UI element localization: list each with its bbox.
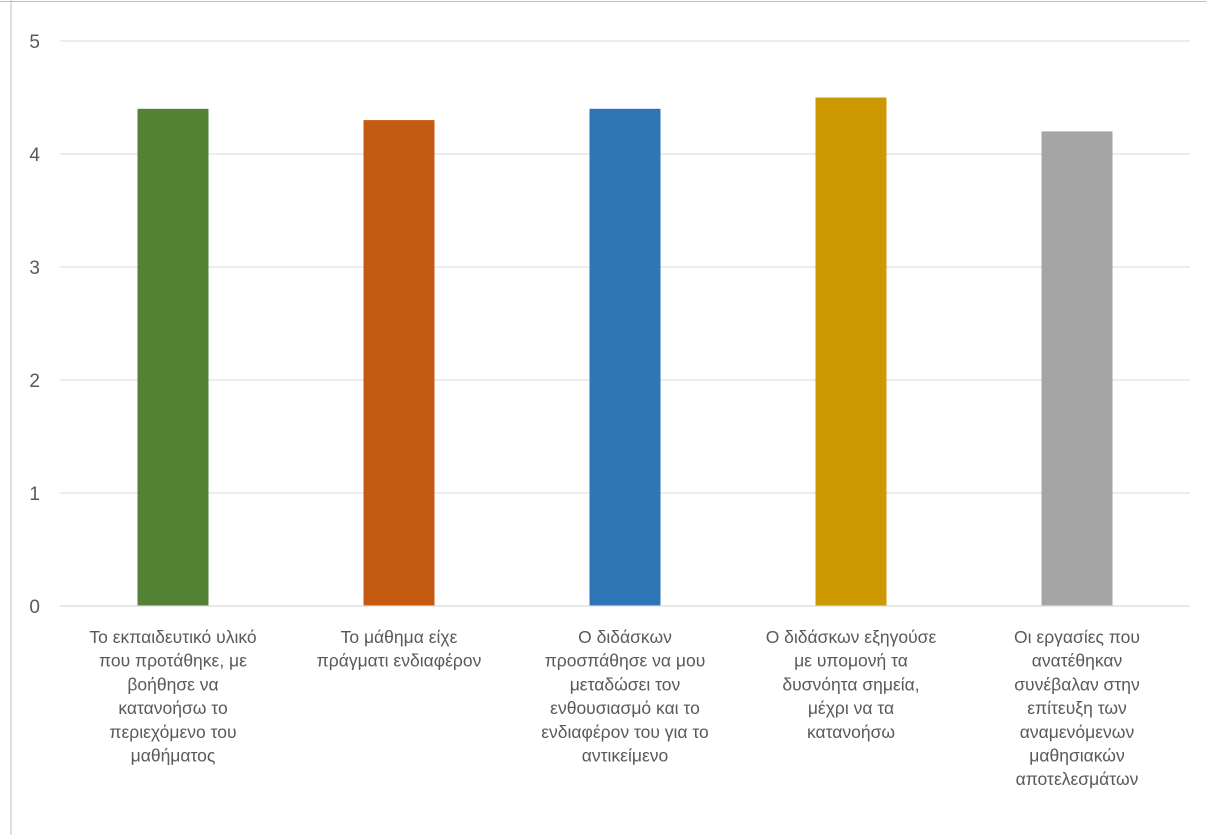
x-category-label: Οι εργασίες που ανατέθηκαν συνέβαλαν στην ε… <box>1014 627 1140 789</box>
y-tick-label: 3 <box>29 258 40 279</box>
x-category-label-line: μέχρι να τα <box>808 698 894 718</box>
x-category-label-line: με υπομονή τα <box>794 651 908 671</box>
x-category-label-line: Το εκπαιδευτικό υλικό <box>89 627 256 647</box>
bar <box>589 108 661 607</box>
bar <box>363 120 435 606</box>
x-category-label-line: Ο διδάσκων εξηγούσε <box>766 627 937 647</box>
x-category-label-line: αποτελεσμάτων <box>1016 769 1139 789</box>
x-category-label-line: ενδιαφέρον του για το <box>541 722 709 742</box>
x-category-label-line: Το μάθημα είχε <box>341 627 458 647</box>
x-category-label-line: βοήθησε να <box>127 674 218 694</box>
x-category-label-line: ανατέθηκαν <box>1032 651 1123 671</box>
x-category-label-line: ενθουσιασμό και το <box>550 698 700 718</box>
x-category-label: Το εκπαιδευτικό υλικό που προτάθηκε, με βο… <box>89 627 256 766</box>
bar <box>1041 131 1113 606</box>
x-category-label-line: δυσνόητα σημεία, <box>782 674 919 694</box>
x-category-label-line: μαθησιακών <box>1029 746 1125 766</box>
x-category-label-line: που προτάθηκε, με <box>99 651 247 671</box>
y-axis-tick-labels: 0 1 2 3 4 5 <box>29 32 40 618</box>
x-category-label-line: μαθήματος <box>131 746 216 766</box>
y-tick-label: 0 <box>29 597 40 618</box>
x-category-label-line: επίτευξη των <box>1027 698 1127 718</box>
y-tick-label: 1 <box>29 484 40 505</box>
x-category-label-line: αναμενόμενων <box>1020 722 1135 742</box>
x-category-label: Ο διδάσκων προσπάθησε να μου μεταδώσει τον… <box>541 627 709 766</box>
x-category-label-line: κατανοήσω το <box>118 698 227 718</box>
x-category-label-line: κατανοήσω <box>807 722 895 742</box>
x-category-label: Το μάθημα είχε πράγματι ενδιαφέρον <box>317 627 482 671</box>
x-category-label-line: προσπάθησε να μου <box>545 651 706 671</box>
x-axis-category-labels: Το εκπαιδευτικό υλικό που προτάθηκε, με βο… <box>89 627 1140 789</box>
x-category-label-line: περιεχόμενο του <box>109 722 236 742</box>
x-category-label-line: Ο διδάσκων <box>578 627 672 647</box>
x-category-label-line: Οι εργασίες που <box>1014 627 1140 647</box>
y-tick-label: 5 <box>29 32 40 53</box>
bar <box>815 97 887 606</box>
y-tick-label: 4 <box>29 145 40 166</box>
x-category-label-line: αντικείμενο <box>582 746 668 766</box>
x-category-label-line: συνέβαλαν στην <box>1014 674 1140 694</box>
y-tick-label: 2 <box>29 371 40 392</box>
x-category-label-line: πράγματι ενδιαφέρον <box>317 651 482 671</box>
bars <box>137 97 1113 607</box>
x-category-label: Ο διδάσκων εξηγούσε με υπομονή τα δυσνόητα… <box>766 627 937 742</box>
x-category-label-line: μεταδώσει τον <box>570 674 681 694</box>
bar <box>137 108 209 607</box>
